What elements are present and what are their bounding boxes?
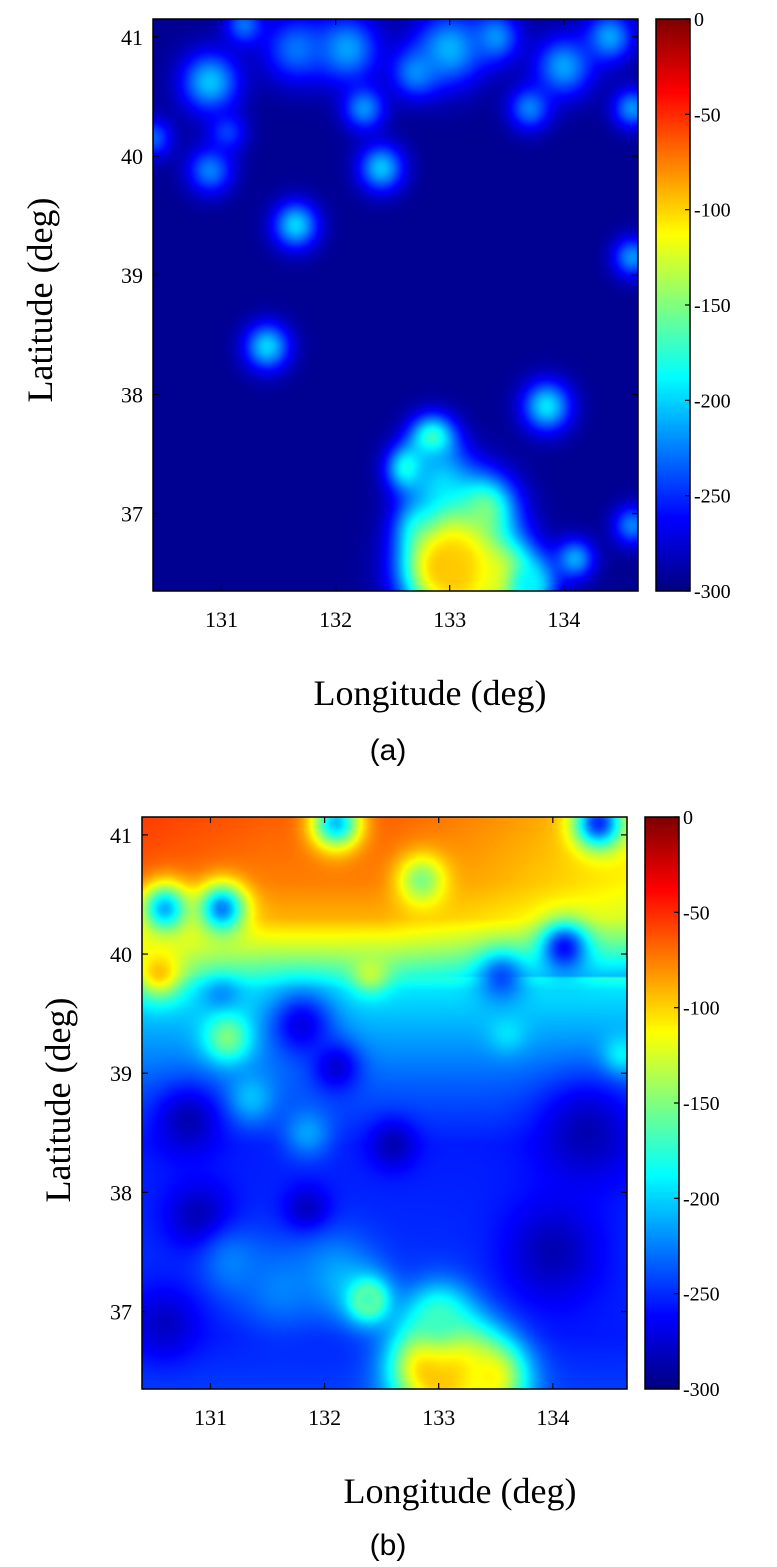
axis-ticks-b: 131 132 133 134 37 38 39 40 41 — [110, 817, 627, 1430]
x-tick-label: 133 — [422, 1405, 455, 1430]
colorbar-tick-label: -50 — [683, 902, 710, 924]
panel-b: 131 132 133 134 37 38 39 40 41 0 -50 -100 -150 -200 -… — [38, 807, 720, 1562]
x-axis-label-b: Longitude (deg) — [344, 1471, 577, 1511]
plot-frame-a — [152, 18, 639, 592]
panel-a: 131 132 133 134 37 38 39 40 41 0 -50 -100 -150 -200 -… — [20, 9, 731, 767]
colorbar-tick-label: -200 — [683, 1188, 720, 1210]
colorbar-tick-label: -250 — [683, 1284, 720, 1306]
colorbar-tick-label: -200 — [694, 390, 731, 412]
x-tick-label: 132 — [308, 1405, 341, 1430]
x-tick-label: 132 — [319, 607, 352, 632]
colorbar-tick-label: -50 — [694, 104, 721, 126]
colorbar-tick-label: -150 — [683, 1093, 720, 1115]
colorbar-tick-label: -250 — [694, 486, 731, 508]
y-tick-label: 38 — [121, 382, 143, 407]
y-tick-label: 41 — [110, 823, 132, 848]
x-tick-label: 133 — [433, 607, 466, 632]
plot-frame-b — [141, 816, 628, 1390]
y-axis-label-b: Latitude (deg) — [38, 998, 78, 1203]
y-tick-label: 41 — [121, 25, 143, 50]
panel-label-b: (b) — [370, 1529, 407, 1562]
colorbar-tick-label: -100 — [683, 998, 720, 1020]
y-tick-label: 38 — [110, 1180, 132, 1205]
colorbar-tick-label: -150 — [694, 295, 731, 317]
y-axis-label-a: Latitude (deg) — [20, 198, 60, 403]
colorbar-tick-label: 0 — [694, 9, 704, 31]
x-axis-label-a: Longitude (deg) — [314, 673, 547, 713]
y-tick-label: 40 — [121, 144, 143, 169]
axis-ticks-a: 131 132 133 134 37 38 39 40 41 — [121, 19, 638, 632]
x-tick-label: 131 — [205, 607, 238, 632]
y-tick-label: 39 — [110, 1061, 132, 1086]
colorbar-tick-label: -300 — [683, 1379, 720, 1401]
panel-label-a: (a) — [370, 734, 407, 767]
colorbar-tick-label: -300 — [694, 581, 731, 603]
x-tick-label: 131 — [194, 1405, 227, 1430]
heatmap-a — [153, 19, 638, 591]
colorbar-b — [645, 817, 679, 1389]
y-tick-label: 37 — [110, 1300, 132, 1325]
colorbar-tick-label: 0 — [683, 807, 693, 829]
y-tick-label: 39 — [121, 263, 143, 288]
y-tick-label: 40 — [110, 942, 132, 967]
colorbar-ticks-a: 0 -50 -100 -150 -200 -250 -300 — [685, 9, 731, 603]
y-tick-label: 37 — [121, 502, 143, 527]
heatmap-b — [142, 817, 627, 1389]
x-tick-label: 134 — [536, 1405, 569, 1430]
colorbar-tick-label: -100 — [694, 200, 731, 222]
colorbar-a — [656, 19, 690, 591]
colorbar-ticks-b: 0 -50 -100 -150 -200 -250 -300 — [674, 807, 720, 1401]
x-tick-label: 134 — [547, 607, 580, 632]
